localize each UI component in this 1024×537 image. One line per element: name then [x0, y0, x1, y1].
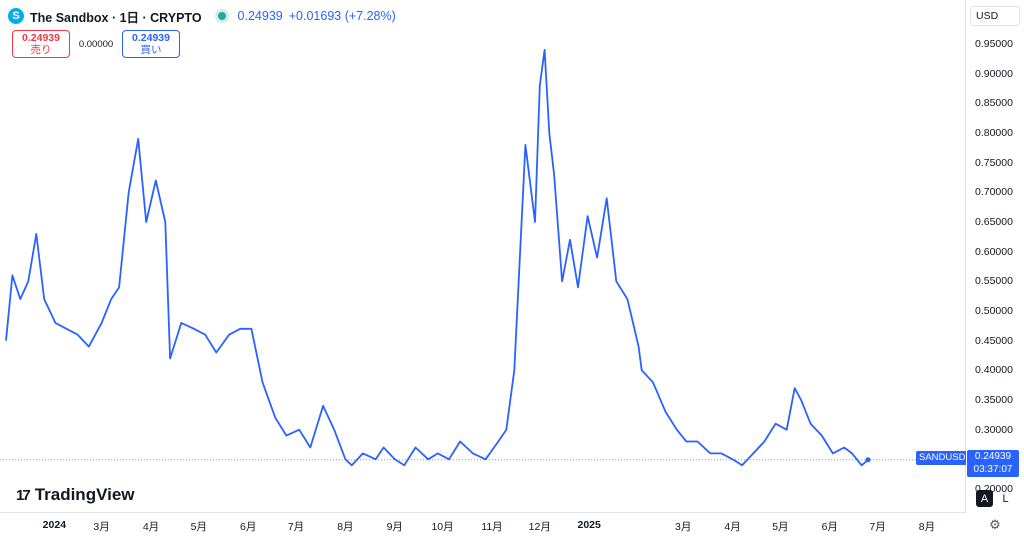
price-tick-label: 0.95000: [975, 38, 1013, 50]
time-tick-label: 8月: [918, 521, 936, 533]
buy-price: 0.24939: [132, 32, 170, 44]
price-tick-label: 0.35000: [975, 394, 1013, 406]
spread-value: 0.00000: [78, 38, 114, 50]
sandbox-logo-icon: S: [8, 8, 24, 24]
tradingview-logo[interactable]: 17 TradingView: [16, 485, 135, 505]
price-tick-label: 0.55000: [975, 275, 1013, 288]
market-status-icon[interactable]: [217, 12, 226, 20]
price-tick-label: 0.30000: [975, 423, 1013, 436]
price-tick-label: 0.90000: [975, 67, 1013, 80]
symbol-header: S The Sandbox · 1日 · CRYPTO 0.24939 +0.0…: [8, 6, 396, 26]
time-tick-label: 8月: [337, 521, 354, 533]
price-plot[interactable]: [0, 0, 966, 512]
price-tick-label: 0.65000: [975, 216, 1013, 228]
symbol-price-tag: SANDUSD: [916, 451, 969, 465]
last-price-tag-value: 0.24939: [974, 451, 1012, 462]
chart-pane[interactable]: S The Sandbox · 1日 · CRYPTO 0.24939 +0.0…: [0, 0, 969, 512]
time-tick-label: 12月: [528, 521, 551, 533]
gear-icon[interactable]: ⚙: [989, 517, 1001, 532]
time-axis[interactable]: [0, 512, 966, 537]
time-tick-label: 5月: [190, 521, 207, 533]
time-tick-label: 7月: [869, 521, 886, 533]
price-series-line: [5, 49, 869, 467]
price-tick-label: 0.70000: [975, 186, 1013, 199]
time-tick-label: 4月: [724, 521, 741, 533]
price-tick-label: 0.60000: [975, 245, 1013, 258]
tradingview-mark-icon: 17: [16, 486, 31, 504]
price-tick-label: 0.40000: [975, 364, 1013, 377]
last-price: 0.24939: [237, 9, 283, 23]
price-tick-label: 0.50000: [975, 305, 1013, 317]
time-tick-label: 5月: [772, 521, 789, 533]
time-tick-label: 7月: [287, 521, 305, 533]
auto-scale-button[interactable]: A: [976, 490, 993, 507]
time-tick-label: 6月: [821, 521, 838, 533]
sell-price: 0.24939: [22, 32, 60, 44]
time-tick-label: 11月: [481, 521, 503, 533]
countdown-timer: 03:37:07: [973, 464, 1013, 475]
price-change: +0.01693 (+7.28%): [288, 9, 396, 23]
last-price-tag: 0.24939 03:37:07: [967, 450, 1019, 477]
sell-button[interactable]: 0.24939 売り: [12, 30, 70, 58]
sell-label: 売り: [30, 44, 52, 56]
price-tick-label: 0.80000: [975, 127, 1013, 139]
price-axis[interactable]: [966, 0, 1024, 537]
trade-panel: 0.24939 売り 0.00000 0.24939 買い: [12, 30, 180, 58]
currency-label: USD: [976, 10, 999, 22]
price-tick-label: 0.45000: [975, 334, 1013, 347]
time-tick-label: 3月: [93, 521, 110, 533]
symbol-title[interactable]: The Sandbox · 1日 · CRYPTO: [30, 10, 202, 25]
tradingview-name: TradingView: [34, 485, 135, 504]
price-tick-label: 0.85000: [975, 97, 1013, 110]
buy-label: 買い: [140, 44, 162, 56]
buy-button[interactable]: 0.24939 買い: [122, 30, 180, 58]
time-tick-label: 6月: [240, 521, 257, 533]
time-tick-label: 10月: [431, 521, 454, 533]
price-tick-label: 0.75000: [975, 156, 1013, 169]
time-tick-label: 4月: [142, 521, 160, 533]
last-point-marker: [865, 457, 871, 463]
time-tick-label: 2024: [42, 519, 67, 531]
log-scale-button[interactable]: L: [1002, 492, 1009, 505]
time-tick-label: 3月: [675, 521, 692, 533]
time-tick-label: 2025: [577, 519, 601, 531]
currency-select[interactable]: USD: [970, 6, 1020, 26]
time-tick-label: 9月: [386, 521, 403, 533]
